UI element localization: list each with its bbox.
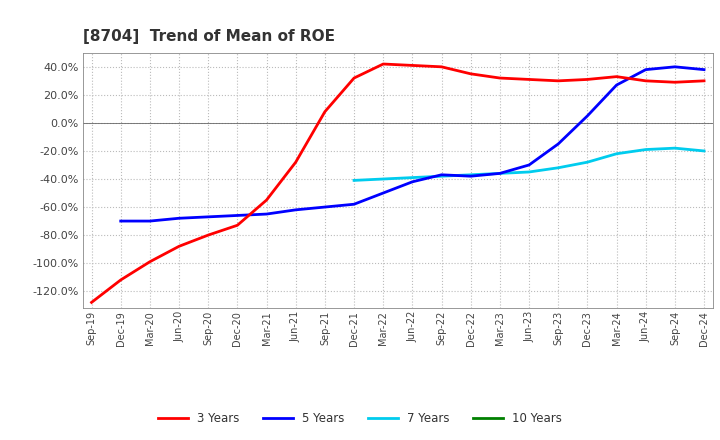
Legend: 3 Years, 5 Years, 7 Years, 10 Years: 3 Years, 5 Years, 7 Years, 10 Years xyxy=(153,407,567,430)
Text: [8704]  Trend of Mean of ROE: [8704] Trend of Mean of ROE xyxy=(83,29,335,44)
